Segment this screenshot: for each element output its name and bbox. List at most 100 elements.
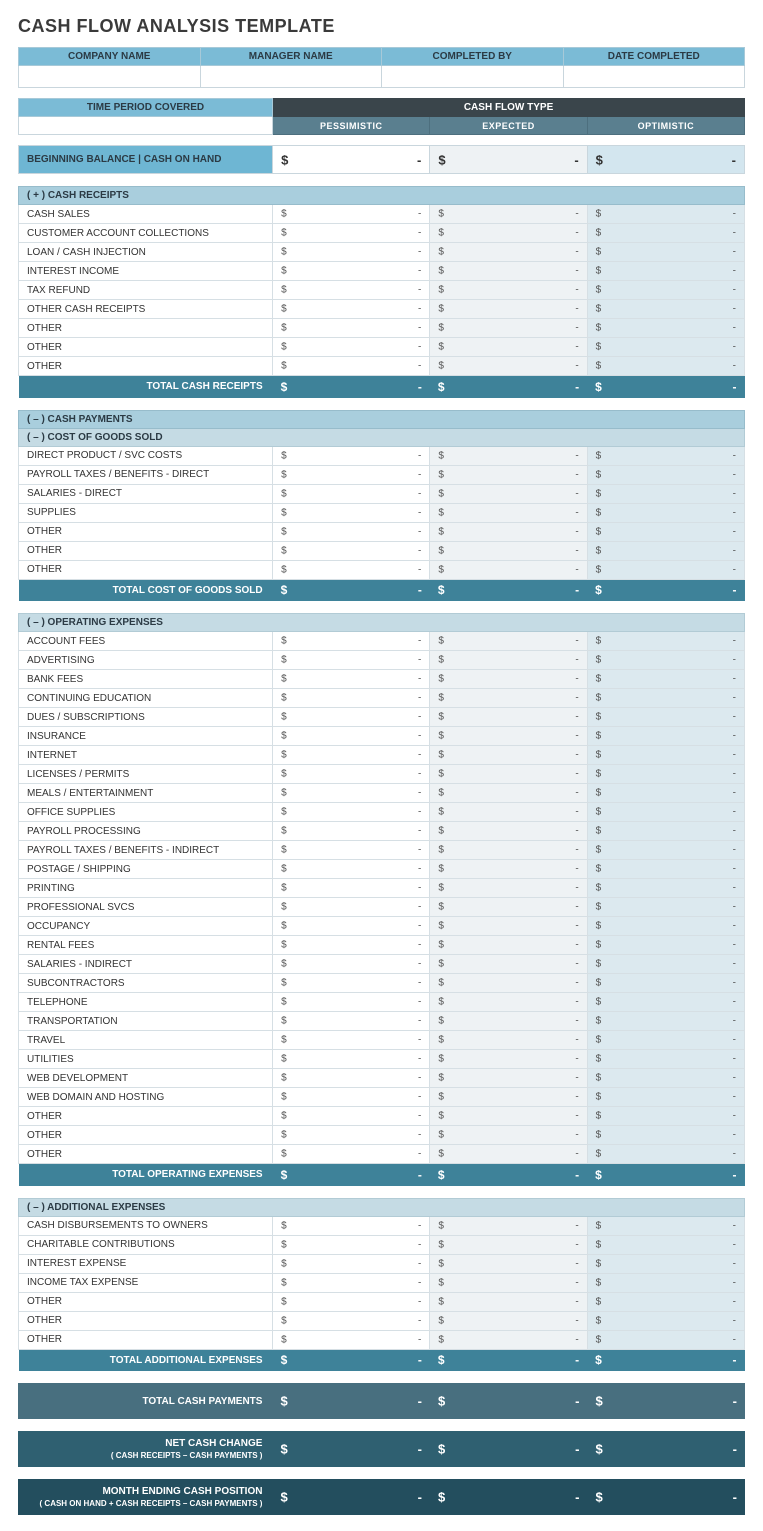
row-val-pessimistic[interactable]: $- [273, 338, 430, 357]
row-val-pessimistic[interactable]: $- [273, 651, 430, 670]
row-val-pessimistic[interactable]: $- [273, 1254, 430, 1273]
row-val-expected[interactable]: $- [430, 1216, 587, 1235]
row-val-expected[interactable]: $- [430, 708, 587, 727]
row-val-optimistic[interactable]: $- [587, 357, 744, 376]
row-val-optimistic[interactable]: $- [587, 860, 744, 879]
row-val-expected[interactable]: $- [430, 1330, 587, 1349]
row-val-pessimistic[interactable]: $- [273, 465, 430, 484]
row-val-optimistic[interactable]: $- [587, 993, 744, 1012]
row-val-optimistic[interactable]: $- [587, 1235, 744, 1254]
row-val-optimistic[interactable]: $- [587, 898, 744, 917]
row-val-optimistic[interactable]: $- [587, 243, 744, 262]
row-val-pessimistic[interactable]: $- [273, 300, 430, 319]
row-val-expected[interactable]: $- [430, 746, 587, 765]
row-val-pessimistic[interactable]: $- [273, 1031, 430, 1050]
row-val-optimistic[interactable]: $- [587, 560, 744, 579]
row-val-expected[interactable]: $- [430, 319, 587, 338]
row-val-expected[interactable]: $- [430, 936, 587, 955]
row-val-pessimistic[interactable]: $- [273, 281, 430, 300]
row-val-optimistic[interactable]: $- [587, 522, 744, 541]
row-val-optimistic[interactable]: $- [587, 955, 744, 974]
row-val-pessimistic[interactable]: $- [273, 784, 430, 803]
row-val-expected[interactable]: $- [430, 1050, 587, 1069]
row-val-pessimistic[interactable]: $- [273, 860, 430, 879]
row-val-optimistic[interactable]: $- [587, 1107, 744, 1126]
row-val-optimistic[interactable]: $- [587, 1088, 744, 1107]
row-val-expected[interactable]: $- [430, 541, 587, 560]
row-val-optimistic[interactable]: $- [587, 262, 744, 281]
row-val-optimistic[interactable]: $- [587, 1069, 744, 1088]
row-val-expected[interactable]: $- [430, 262, 587, 281]
row-val-expected[interactable]: $- [430, 338, 587, 357]
row-val-expected[interactable]: $- [430, 1088, 587, 1107]
row-val-expected[interactable]: $- [430, 224, 587, 243]
row-val-expected[interactable]: $- [430, 484, 587, 503]
input-completedby[interactable] [382, 66, 564, 88]
row-val-pessimistic[interactable]: $- [273, 541, 430, 560]
row-val-optimistic[interactable]: $- [587, 670, 744, 689]
row-val-pessimistic[interactable]: $- [273, 1088, 430, 1107]
row-val-pessimistic[interactable]: $- [273, 917, 430, 936]
row-val-pessimistic[interactable]: $- [273, 803, 430, 822]
row-val-pessimistic[interactable]: $- [273, 632, 430, 651]
row-val-pessimistic[interactable]: $- [273, 1012, 430, 1031]
row-val-optimistic[interactable]: $- [587, 1330, 744, 1349]
row-val-pessimistic[interactable]: $- [273, 936, 430, 955]
row-val-pessimistic[interactable]: $- [273, 1273, 430, 1292]
row-val-optimistic[interactable]: $- [587, 300, 744, 319]
row-val-pessimistic[interactable]: $- [273, 205, 430, 224]
row-val-optimistic[interactable]: $- [587, 446, 744, 465]
row-val-optimistic[interactable]: $- [587, 1311, 744, 1330]
row-val-expected[interactable]: $- [430, 955, 587, 974]
row-val-optimistic[interactable]: $- [587, 689, 744, 708]
row-val-expected[interactable]: $- [430, 446, 587, 465]
row-val-optimistic[interactable]: $- [587, 319, 744, 338]
row-val-pessimistic[interactable]: $- [273, 1216, 430, 1235]
row-val-expected[interactable]: $- [430, 1126, 587, 1145]
row-val-pessimistic[interactable]: $- [273, 1145, 430, 1164]
row-val-expected[interactable]: $- [430, 974, 587, 993]
row-val-expected[interactable]: $- [430, 822, 587, 841]
row-val-expected[interactable]: $- [430, 503, 587, 522]
row-val-expected[interactable]: $- [430, 803, 587, 822]
row-val-optimistic[interactable]: $- [587, 465, 744, 484]
row-val-expected[interactable]: $- [430, 1235, 587, 1254]
input-company[interactable] [19, 66, 201, 88]
beginning-balance-optimistic[interactable]: $- [587, 146, 744, 174]
row-val-optimistic[interactable]: $- [587, 632, 744, 651]
row-val-optimistic[interactable]: $- [587, 484, 744, 503]
row-val-optimistic[interactable]: $- [587, 1292, 744, 1311]
row-val-optimistic[interactable]: $- [587, 1145, 744, 1164]
row-val-expected[interactable]: $- [430, 205, 587, 224]
row-val-pessimistic[interactable]: $- [273, 1050, 430, 1069]
row-val-pessimistic[interactable]: $- [273, 1235, 430, 1254]
row-val-expected[interactable]: $- [430, 522, 587, 541]
row-val-expected[interactable]: $- [430, 1273, 587, 1292]
row-val-expected[interactable]: $- [430, 860, 587, 879]
row-val-optimistic[interactable]: $- [587, 1254, 744, 1273]
row-val-pessimistic[interactable]: $- [273, 243, 430, 262]
row-val-pessimistic[interactable]: $- [273, 357, 430, 376]
beginning-balance-expected[interactable]: $- [430, 146, 587, 174]
row-val-optimistic[interactable]: $- [587, 338, 744, 357]
row-val-pessimistic[interactable]: $- [273, 522, 430, 541]
row-val-pessimistic[interactable]: $- [273, 898, 430, 917]
input-period[interactable] [19, 117, 273, 135]
row-val-pessimistic[interactable]: $- [273, 446, 430, 465]
row-val-pessimistic[interactable]: $- [273, 955, 430, 974]
row-val-pessimistic[interactable]: $- [273, 560, 430, 579]
row-val-expected[interactable]: $- [430, 1292, 587, 1311]
row-val-expected[interactable]: $- [430, 1311, 587, 1330]
row-val-pessimistic[interactable]: $- [273, 765, 430, 784]
row-val-expected[interactable]: $- [430, 1107, 587, 1126]
row-val-pessimistic[interactable]: $- [273, 262, 430, 281]
row-val-optimistic[interactable]: $- [587, 708, 744, 727]
row-val-expected[interactable]: $- [430, 243, 587, 262]
row-val-pessimistic[interactable]: $- [273, 1126, 430, 1145]
row-val-pessimistic[interactable]: $- [273, 841, 430, 860]
row-val-optimistic[interactable]: $- [587, 822, 744, 841]
row-val-expected[interactable]: $- [430, 841, 587, 860]
row-val-pessimistic[interactable]: $- [273, 727, 430, 746]
row-val-pessimistic[interactable]: $- [273, 746, 430, 765]
beginning-balance-pessimistic[interactable]: $- [273, 146, 430, 174]
